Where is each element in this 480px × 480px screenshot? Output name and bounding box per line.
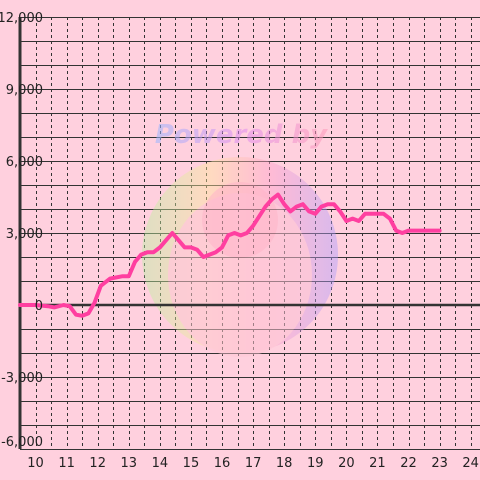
watermark-head <box>202 182 278 258</box>
y-tick-label: -3,000 <box>1 371 43 386</box>
x-tick-label: 13 <box>121 456 138 471</box>
x-tick-label: 21 <box>369 456 386 471</box>
x-tick-label: 18 <box>276 456 293 471</box>
y-tick-label: -6,000 <box>1 435 43 450</box>
x-tick-label: 20 <box>338 456 355 471</box>
x-tick-label: 11 <box>58 456 75 471</box>
x-tick-label: 17 <box>245 456 262 471</box>
axes <box>18 17 480 449</box>
x-tick-labels: 10 11 12 13 14 15 16 17 18 19 20 21 22 23 24 <box>27 456 479 471</box>
x-tick-label: 22 <box>400 456 417 471</box>
y-tick-labels: -6,000 -3,000 0 3,000 6,000 9,000 12,000 <box>0 11 43 450</box>
x-tick-label: 24 <box>462 456 479 471</box>
y-tick-label: 3,000 <box>6 227 43 242</box>
y-tick-label: 9,000 <box>6 83 43 98</box>
x-tick-label: 10 <box>27 456 44 471</box>
x-tick-label: 14 <box>152 456 169 471</box>
x-tick-label: 16 <box>214 456 231 471</box>
y-tick-label: 12,000 <box>0 11 43 26</box>
x-tick-label: 19 <box>307 456 324 471</box>
x-tick-label: 23 <box>431 456 448 471</box>
series-line <box>18 192 442 318</box>
x-tick-label: 15 <box>183 456 200 471</box>
watermark-figure <box>168 193 312 357</box>
watermark: Powered by <box>142 120 338 357</box>
watermark-text: Powered by <box>155 120 328 150</box>
x-tick-label: 12 <box>89 456 106 471</box>
y-tick-label: 6,000 <box>6 155 43 170</box>
y-tick-label: 0 <box>35 299 43 314</box>
series <box>18 192 442 318</box>
